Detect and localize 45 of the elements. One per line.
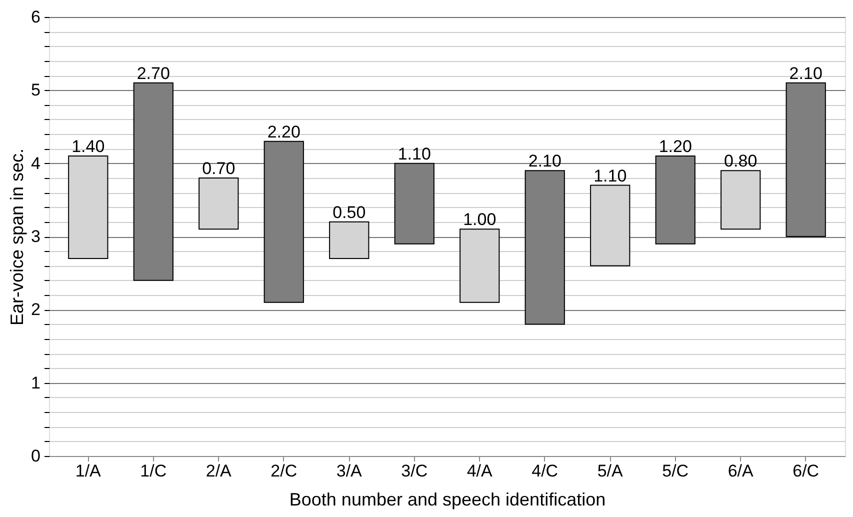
y-tick-label: 1 [31,373,40,392]
x-tick-label: 2/A [206,462,232,480]
x-tick-label: 2/C [270,462,298,480]
data-label: 1.10 [594,166,627,186]
data-label: 2.10 [789,64,822,83]
data-label: 2.10 [528,152,562,171]
x-tick-label: 6/A [728,462,754,480]
data-label: 0.70 [202,158,236,178]
x-tick-label: 6/C [792,462,820,480]
x-tick-label: 5/C [662,462,689,480]
bar [394,162,434,244]
y-tick-label: 4 [31,154,40,173]
bar [133,82,174,281]
bar [786,82,826,237]
bar [68,156,108,259]
data-label: 1.40 [72,137,105,156]
x-tick-label: 4/C [532,462,558,480]
bar [460,228,500,303]
bar [720,170,761,230]
bar [524,170,565,325]
y-tick-label: 3 [31,227,40,246]
y-tick-label: 0 [31,446,40,466]
bar [264,140,304,303]
y-tick-label: 5 [31,80,40,100]
bar [655,156,696,244]
data-label: 1.10 [398,144,431,164]
data-label: 0.80 [724,152,758,171]
bar [329,221,370,259]
data-label: 2.70 [136,64,170,83]
x-axis-title: Booth number and speech identification [289,490,606,510]
y-tick-label: 2 [31,300,40,320]
data-label: 1.20 [658,137,692,156]
y-tick-label: 6 [31,8,40,26]
x-tick-label: 5/A [597,462,624,480]
bar [590,184,630,266]
y-axis-title: Ear-voice span in sec. [7,148,28,326]
x-tick-label: 3/A [336,462,363,480]
data-label: 2.20 [267,122,300,142]
x-tick-label: 3/C [401,462,428,480]
x-tick-label: 4/A [466,462,494,480]
data-label: 0.50 [332,202,366,222]
x-tick-label: 1/C [140,462,167,480]
bar [198,177,239,230]
x-tick-label: 1/A [75,462,102,480]
data-label: 1.00 [463,210,496,230]
